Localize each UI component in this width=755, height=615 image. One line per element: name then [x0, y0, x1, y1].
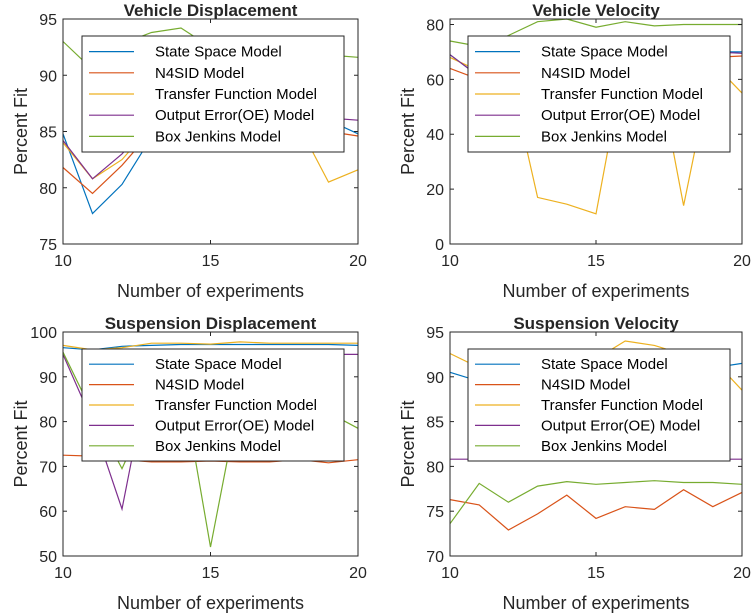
- x-tick-label: 15: [202, 253, 220, 270]
- x-axis-label: Number of experiments: [502, 593, 689, 613]
- chart-title: Vehicle Displacement: [124, 1, 298, 20]
- x-tick-label: 15: [587, 253, 605, 270]
- y-tick-label: 60: [39, 504, 57, 521]
- legend-entry-label: Transfer Function Model: [155, 397, 317, 414]
- y-tick-label: 40: [426, 127, 444, 144]
- y-tick-label: 90: [426, 370, 444, 387]
- legend-entry-label: State Space Model: [155, 44, 282, 61]
- y-tick-label: 80: [39, 415, 57, 432]
- chart-title: Vehicle Velocity: [532, 1, 660, 20]
- legend-entry-label: Box Jenkins Model: [155, 128, 281, 145]
- y-tick-label: 70: [426, 549, 444, 566]
- x-tick-label: 10: [441, 565, 459, 582]
- series-line-2: [449, 488, 743, 531]
- x-axis-label: Number of experiments: [117, 281, 304, 301]
- legend-entry-label: Box Jenkins Model: [541, 438, 667, 455]
- y-tick-label: 90: [39, 370, 57, 387]
- legend-entry-label: Transfer Function Model: [541, 397, 703, 414]
- y-tick-label: 85: [39, 125, 57, 142]
- legend-entry-label: Box Jenkins Model: [155, 438, 281, 455]
- x-tick-label: 15: [202, 565, 220, 582]
- legend-entry-label: Transfer Function Model: [155, 86, 317, 103]
- legend-entry-label: N4SID Model: [541, 65, 630, 82]
- legend-entry-label: N4SID Model: [155, 65, 244, 82]
- chart-title: Suspension Velocity: [513, 314, 679, 333]
- chart-panel-1: 10 15 20 75 80 85 90 95 Vehicle Displacement Numb…: [11, 1, 367, 301]
- y-axis-label: Percent Fit: [398, 400, 418, 487]
- legend-entry-label: Output Error(OE) Model: [155, 417, 314, 434]
- chart-panel-4: 10 15 20 70 75 80 85 90 95 Suspension Velocity Num…: [398, 314, 751, 613]
- legend-entry-label: State Space Model: [541, 44, 668, 61]
- legend-entry-label: Box Jenkins Model: [541, 128, 667, 145]
- y-axis-label: Percent Fit: [398, 88, 418, 175]
- x-tick-label: 10: [441, 253, 459, 270]
- y-tick-label: 60: [426, 72, 444, 89]
- legend-entry-label: Output Error(OE) Model: [541, 417, 700, 434]
- x-tick-label: 20: [349, 565, 367, 582]
- legend-entry-label: State Space Model: [541, 356, 668, 373]
- y-tick-label: 80: [39, 181, 57, 198]
- x-axis-label: Number of experiments: [117, 593, 304, 613]
- series-line-5: [449, 480, 743, 525]
- legend: State Space Model N4SID Model Transfer Fun…: [467, 348, 731, 462]
- legend-entry-label: Output Error(OE) Model: [541, 107, 700, 124]
- y-tick-label: 95: [426, 325, 444, 342]
- legend: State Space Model N4SID Model Transfer Fun…: [81, 35, 345, 153]
- y-axis-label: Percent Fit: [11, 400, 31, 487]
- chart-panel-2: 10 15 20 0 20 40 60 80 Vehicle Velocity Number of…: [398, 1, 751, 301]
- series-line-3: [62, 341, 358, 351]
- y-tick-label: 75: [426, 504, 444, 521]
- x-tick-label: 20: [733, 253, 751, 270]
- y-tick-label: 100: [30, 325, 57, 342]
- y-tick-label: 80: [426, 17, 444, 34]
- y-tick-label: 75: [39, 237, 57, 254]
- legend: State Space Model N4SID Model Transfer Fun…: [81, 348, 345, 462]
- x-axis-label: Number of experiments: [502, 281, 689, 301]
- x-tick-label: 10: [54, 253, 72, 270]
- y-tick-label: 20: [426, 182, 444, 199]
- legend-entry-label: N4SID Model: [541, 377, 630, 394]
- x-tick-label: 20: [349, 253, 367, 270]
- y-tick-label: 80: [426, 459, 444, 476]
- legend-entry-label: Output Error(OE) Model: [155, 107, 314, 124]
- y-axis-label: Percent Fit: [11, 88, 31, 175]
- x-tick-label: 15: [587, 565, 605, 582]
- y-tick-label: 85: [426, 415, 444, 432]
- x-tick-label: 20: [733, 565, 751, 582]
- legend-entry-label: Transfer Function Model: [541, 86, 703, 103]
- legend: State Space Model N4SID Model Transfer Fun…: [467, 35, 731, 153]
- y-tick-label: 95: [39, 12, 57, 29]
- y-tick-label: 90: [39, 68, 57, 85]
- legend-entry-label: State Space Model: [155, 356, 282, 373]
- chart-panel-3: 10 15 20 50 60 70 80 90 100 Suspension Displaceme…: [11, 314, 367, 613]
- y-tick-label: 0: [435, 237, 444, 254]
- y-tick-label: 50: [39, 549, 57, 566]
- y-tick-label: 70: [39, 459, 57, 476]
- chart-title: Suspension Displacement: [105, 314, 317, 333]
- legend-entry-label: N4SID Model: [155, 377, 244, 394]
- x-tick-label: 10: [54, 565, 72, 582]
